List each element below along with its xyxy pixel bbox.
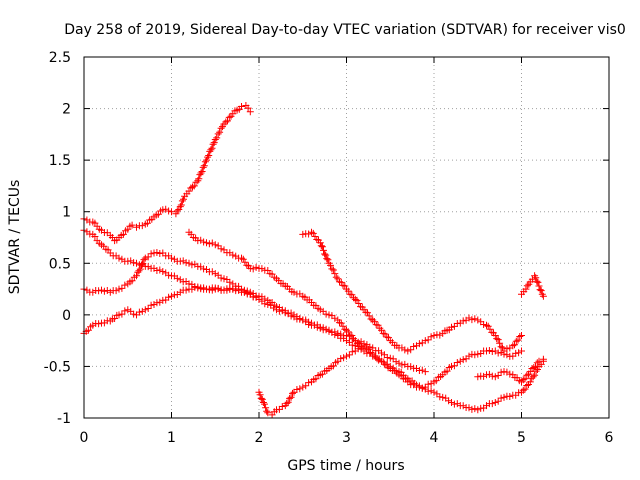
y-axis-label: SDTVAR / TECUs [7, 180, 23, 295]
x-axis-label: GPS time / hours [287, 458, 404, 474]
x-tick-label: 2 [255, 430, 264, 446]
y-tick-label: 0 [62, 308, 71, 324]
x-tick-label: 6 [605, 430, 614, 446]
marker-path [255, 342, 525, 419]
y-tick-label: 1.5 [49, 153, 71, 169]
y-tick-label: 2 [62, 102, 71, 118]
y-tick-label: 0.5 [49, 256, 71, 272]
axis-ticks [83, 56, 610, 419]
data-markers [80, 102, 547, 419]
marker-path [80, 226, 429, 376]
series-track-2 [80, 226, 429, 376]
x-axis-tick-labels: 0 1 2 3 4 5 6 [80, 430, 614, 446]
series-track-8 [474, 355, 547, 386]
y-tick-label: -0.5 [44, 359, 71, 375]
series-track-5 [185, 228, 368, 352]
x-tick-label: 1 [167, 430, 176, 446]
y-tick-label: 1 [62, 205, 71, 221]
marker-path [518, 272, 547, 300]
marker-path [80, 102, 254, 245]
x-tick-label: 4 [430, 430, 439, 446]
series-track-3 [80, 249, 547, 414]
x-tick-label: 5 [517, 430, 526, 446]
series-track-9 [518, 272, 547, 300]
x-tick-label: 3 [342, 430, 351, 446]
series-track-6 [255, 342, 525, 419]
y-tick-label: 2.5 [49, 50, 71, 66]
marker-path [474, 355, 547, 386]
series-track-7 [299, 228, 525, 355]
marker-path [299, 228, 525, 355]
series-track-1 [80, 102, 254, 245]
gridlines [84, 57, 609, 418]
y-tick-label: -1 [57, 411, 71, 427]
y-axis-tick-labels: -1 -0.5 0 0.5 1 1.5 2 2.5 [44, 50, 71, 427]
chart-title: Day 258 of 2019, Sidereal Day-to-day VTE… [64, 22, 626, 38]
marker-path [80, 249, 547, 414]
x-tick-label: 0 [80, 430, 89, 446]
marker-path [185, 228, 368, 352]
